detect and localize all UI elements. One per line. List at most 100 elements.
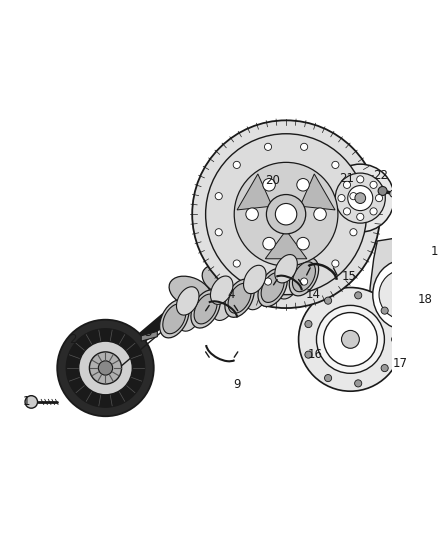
- Circle shape: [355, 193, 366, 204]
- Circle shape: [350, 229, 357, 236]
- Circle shape: [325, 375, 332, 382]
- Circle shape: [215, 192, 223, 200]
- Circle shape: [234, 163, 338, 266]
- Circle shape: [355, 292, 362, 299]
- Circle shape: [370, 181, 377, 188]
- Ellipse shape: [267, 243, 309, 274]
- Ellipse shape: [211, 276, 233, 304]
- Circle shape: [378, 187, 387, 196]
- Circle shape: [66, 329, 145, 407]
- Circle shape: [99, 361, 113, 375]
- Polygon shape: [368, 236, 438, 357]
- Ellipse shape: [228, 284, 251, 313]
- Circle shape: [305, 351, 312, 358]
- Circle shape: [265, 278, 272, 285]
- Ellipse shape: [277, 271, 299, 299]
- Ellipse shape: [258, 269, 287, 306]
- Circle shape: [348, 185, 373, 211]
- Circle shape: [381, 365, 388, 372]
- Circle shape: [89, 352, 122, 384]
- Circle shape: [297, 237, 309, 250]
- Text: 14: 14: [305, 288, 320, 301]
- Ellipse shape: [212, 292, 235, 320]
- Circle shape: [381, 307, 388, 314]
- Circle shape: [300, 143, 307, 150]
- Ellipse shape: [261, 272, 284, 302]
- Circle shape: [343, 208, 350, 215]
- Circle shape: [332, 161, 339, 168]
- Circle shape: [357, 213, 364, 221]
- Text: 17: 17: [393, 357, 408, 370]
- Ellipse shape: [202, 264, 245, 296]
- Circle shape: [246, 208, 258, 221]
- Circle shape: [325, 297, 332, 304]
- Circle shape: [342, 330, 359, 348]
- Circle shape: [370, 208, 377, 215]
- Text: 1: 1: [23, 395, 31, 408]
- Text: 20: 20: [265, 174, 280, 187]
- Circle shape: [314, 208, 326, 221]
- Ellipse shape: [169, 276, 212, 308]
- Text: 2: 2: [70, 333, 77, 346]
- Circle shape: [335, 173, 385, 223]
- Circle shape: [332, 260, 339, 267]
- Ellipse shape: [244, 265, 266, 294]
- Ellipse shape: [245, 281, 268, 310]
- Ellipse shape: [191, 290, 220, 328]
- Circle shape: [343, 181, 350, 188]
- Circle shape: [276, 204, 297, 225]
- Ellipse shape: [275, 255, 297, 283]
- Ellipse shape: [163, 304, 186, 334]
- Circle shape: [379, 270, 429, 320]
- Text: 22: 22: [373, 169, 389, 182]
- Circle shape: [192, 120, 380, 308]
- Ellipse shape: [293, 262, 315, 292]
- Text: 4: 4: [227, 288, 234, 301]
- Circle shape: [215, 229, 223, 236]
- Circle shape: [263, 179, 276, 191]
- Circle shape: [266, 195, 306, 234]
- Ellipse shape: [159, 300, 189, 338]
- Circle shape: [233, 161, 240, 168]
- Polygon shape: [237, 174, 272, 210]
- Circle shape: [357, 176, 364, 183]
- Circle shape: [390, 190, 397, 197]
- Text: 19: 19: [431, 245, 438, 259]
- Circle shape: [297, 179, 309, 191]
- Text: 16: 16: [307, 348, 322, 361]
- Circle shape: [300, 278, 307, 285]
- Ellipse shape: [373, 260, 435, 329]
- Text: 18: 18: [417, 293, 432, 305]
- Circle shape: [25, 395, 38, 408]
- Polygon shape: [141, 332, 157, 341]
- Circle shape: [350, 192, 357, 200]
- Circle shape: [299, 287, 402, 391]
- Circle shape: [305, 320, 312, 328]
- Ellipse shape: [194, 294, 217, 324]
- Circle shape: [413, 345, 420, 352]
- Circle shape: [317, 305, 385, 373]
- Polygon shape: [300, 174, 335, 210]
- Circle shape: [355, 380, 362, 387]
- Text: 21: 21: [339, 172, 354, 185]
- Circle shape: [409, 237, 417, 246]
- Ellipse shape: [289, 257, 318, 296]
- Circle shape: [338, 195, 345, 201]
- Circle shape: [263, 237, 276, 250]
- Text: 3: 3: [144, 326, 151, 338]
- Text: 15: 15: [341, 270, 356, 283]
- Polygon shape: [265, 230, 307, 259]
- Circle shape: [233, 260, 240, 267]
- Ellipse shape: [177, 287, 199, 315]
- Ellipse shape: [235, 254, 278, 286]
- Circle shape: [392, 336, 399, 343]
- Circle shape: [79, 341, 132, 395]
- Circle shape: [324, 312, 377, 366]
- Ellipse shape: [225, 279, 254, 317]
- Circle shape: [326, 164, 394, 232]
- Ellipse shape: [178, 303, 201, 331]
- Circle shape: [205, 134, 367, 295]
- Circle shape: [375, 195, 383, 201]
- Text: 9: 9: [233, 377, 240, 391]
- Circle shape: [265, 143, 272, 150]
